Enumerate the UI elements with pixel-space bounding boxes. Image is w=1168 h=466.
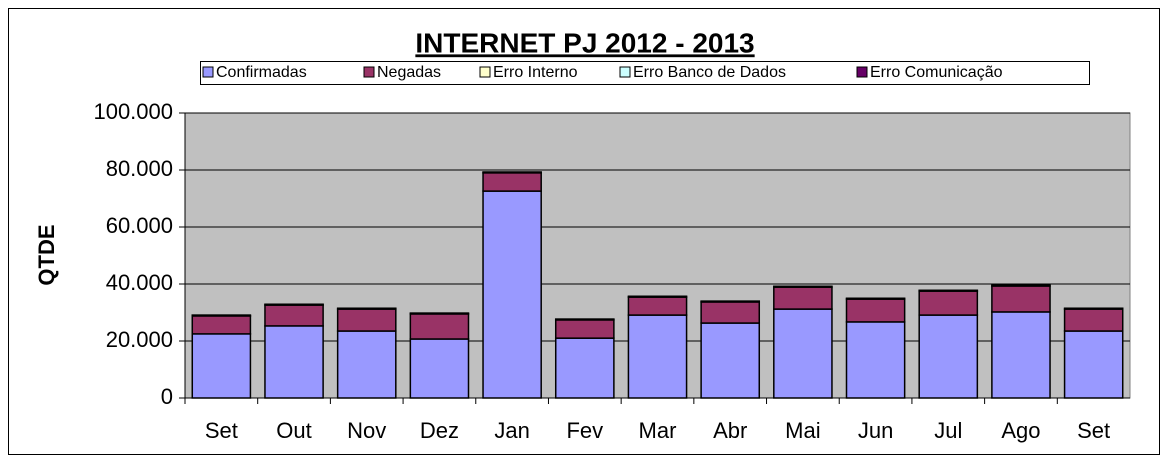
bar-segment (627, 295, 688, 298)
legend-swatch (479, 66, 491, 78)
bar-segment (773, 308, 833, 399)
legend-label: Confirmadas (216, 64, 307, 81)
x-tick-label: Dez (420, 418, 459, 443)
x-tick-label: Nov (347, 418, 386, 443)
bar-segment (191, 315, 252, 335)
bar-segment (264, 325, 324, 399)
x-tick-label: Set (1077, 418, 1110, 443)
bar-segment (773, 285, 833, 288)
bar-segment (336, 330, 397, 399)
bar-segment (918, 289, 979, 292)
bar-segment (482, 190, 542, 399)
bar-segment (845, 298, 906, 323)
y-axis-label: QTDE (34, 224, 59, 285)
legend-swatch (363, 66, 375, 78)
bar-segment (264, 303, 324, 306)
x-tick-label: Jul (934, 418, 962, 443)
bar-segment (1063, 330, 1124, 399)
bar-segment (627, 314, 688, 399)
x-tick-label: Ago (1001, 418, 1040, 443)
bar-segment (700, 301, 761, 324)
bar-segment (845, 321, 906, 399)
x-tick-label: Jun (858, 418, 893, 443)
legend-swatch (856, 66, 868, 78)
bar-segment (409, 313, 470, 340)
y-tick-label: 20.000 (106, 327, 173, 352)
x-tick-label: Mar (639, 418, 677, 443)
bar-segment (918, 290, 979, 316)
bar-segment (554, 319, 615, 339)
legend-label: Negadas (377, 64, 441, 81)
bar-segment (191, 314, 252, 317)
bar-segment (991, 284, 1051, 287)
bar-segment (482, 171, 542, 174)
bar-segment (554, 337, 615, 399)
x-tick-label: Set (205, 418, 238, 443)
y-tick-label: 60.000 (106, 213, 173, 238)
bar-segment (409, 338, 470, 399)
legend-swatch (202, 66, 214, 78)
bar-segment (773, 286, 833, 310)
y-tick-label: 0 (161, 384, 173, 409)
bar-segment (191, 333, 252, 399)
y-tick-label: 80.000 (106, 156, 173, 181)
bar-segment (627, 296, 688, 316)
x-tick-label: Out (276, 418, 311, 443)
bar-segment (554, 318, 615, 321)
bar-segment (482, 172, 542, 192)
bar-segment (700, 322, 761, 399)
legend-label: Erro Comunicação (870, 64, 1003, 81)
bar-segment (409, 312, 470, 315)
bar-segment (918, 314, 979, 399)
bar-segment (336, 307, 397, 310)
legend-label: Erro Banco de Dados (633, 64, 786, 81)
bar-segment (264, 304, 324, 327)
x-tick-label: Abr (713, 418, 747, 443)
legend-swatch (619, 66, 631, 78)
y-tick-label: 40.000 (106, 270, 173, 295)
bar-segment (991, 311, 1051, 399)
chart-title: INTERNET PJ 2012 - 2013 (415, 27, 754, 58)
x-tick-label: Mai (785, 418, 820, 443)
bar-segment (991, 285, 1051, 313)
x-tick-label: Fev (566, 418, 603, 443)
y-tick-label: 100.000 (93, 99, 173, 124)
bar-segment (845, 297, 906, 300)
bar-segment (1063, 307, 1124, 310)
bar-segment (336, 308, 397, 332)
x-tick-label: Jan (494, 418, 529, 443)
bar-segment (1063, 308, 1124, 332)
bar-segment (700, 300, 761, 303)
legend-label: Erro Interno (493, 64, 578, 81)
